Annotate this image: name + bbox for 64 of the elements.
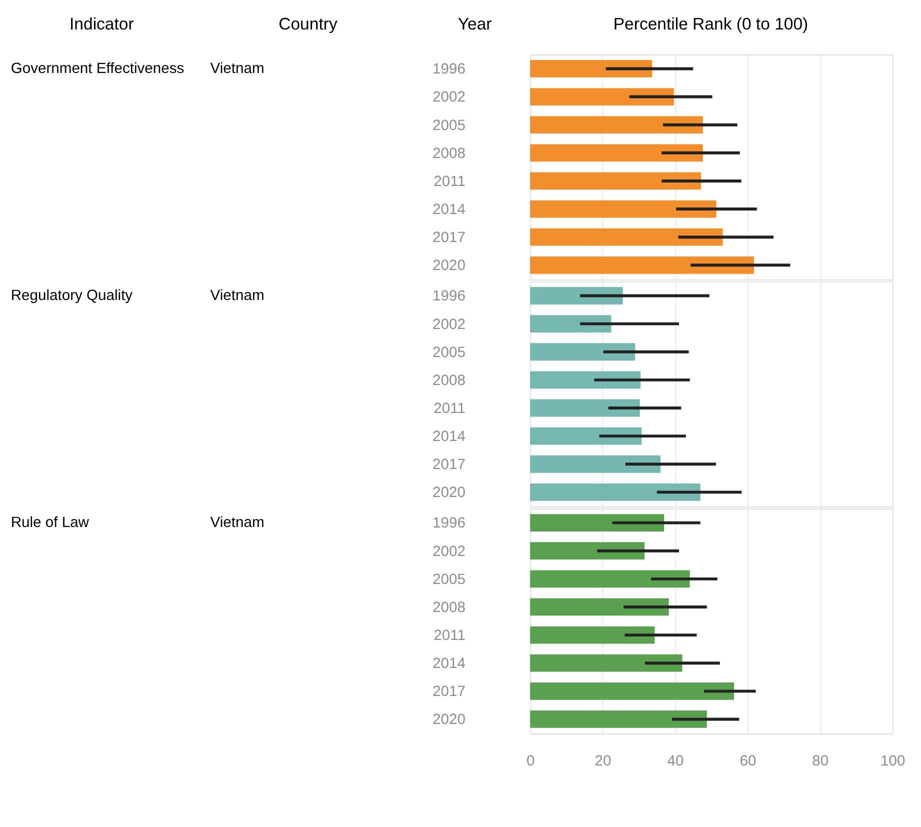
bar <box>530 483 700 501</box>
x-tick-label: 100 <box>880 754 906 770</box>
bar <box>530 172 702 190</box>
bar <box>530 455 661 473</box>
bar <box>530 654 682 672</box>
y-tick-label: 1996 <box>432 62 466 78</box>
bar <box>530 256 754 274</box>
text: Percentile Rank (0 to 100) <box>613 14 808 34</box>
y-tick-label: 2011 <box>434 174 466 190</box>
x-tick-label: 60 <box>740 754 756 770</box>
y-tick-label: 2008 <box>432 146 466 162</box>
y-tick-label: 2020 <box>432 712 466 728</box>
y-tick-label: 2014 <box>432 656 466 672</box>
y-tick-label: 2011 <box>434 400 466 417</box>
y-tick-label: 2005 <box>432 118 466 134</box>
bar <box>530 60 652 78</box>
text: Rule of Law <box>10 515 90 532</box>
bar <box>530 144 703 162</box>
y-tick-label: 2017 <box>432 230 466 246</box>
y-tick-label: 2002 <box>432 90 466 106</box>
text: Vietnam <box>210 61 264 78</box>
y-tick-label: 2017 <box>432 457 466 474</box>
y-tick-label: 2008 <box>432 600 466 616</box>
text: Government Effectiveness <box>10 61 184 78</box>
bar <box>530 514 664 532</box>
bar <box>530 116 703 134</box>
x-tick-label: 20 <box>594 754 612 770</box>
bar <box>530 228 723 246</box>
y-tick-label: 2014 <box>432 202 466 218</box>
y-tick-label: 2005 <box>432 344 466 361</box>
y-tick-label: 2005 <box>432 572 466 588</box>
bar <box>530 427 642 445</box>
x-tick-label: 0 <box>526 754 535 770</box>
y-tick-label: 2011 <box>434 628 466 644</box>
bar <box>530 88 674 106</box>
y-tick-label: 2014 <box>432 429 466 446</box>
x-tick-label: 40 <box>667 754 684 770</box>
text: Vietnam <box>210 288 264 304</box>
text: Year <box>458 14 492 34</box>
y-tick-label: 2020 <box>432 485 466 502</box>
bar <box>530 570 690 588</box>
bar <box>530 710 707 728</box>
text: Indicator <box>70 14 134 34</box>
y-tick-label: 2002 <box>432 316 466 333</box>
bar <box>530 682 734 700</box>
bar <box>530 542 645 560</box>
bar <box>530 399 640 417</box>
bar <box>530 598 669 616</box>
bar <box>530 371 641 389</box>
bar <box>530 287 623 304</box>
text: Country <box>278 14 338 34</box>
bar <box>530 315 612 333</box>
bar <box>530 200 716 218</box>
y-tick-label: 1996 <box>432 516 466 532</box>
text: Vietnam <box>210 515 264 532</box>
bar <box>530 626 655 644</box>
bar <box>530 343 636 361</box>
x-tick-label: 80 <box>812 754 829 770</box>
y-tick-label: 1996 <box>432 288 466 305</box>
y-tick-label: 2002 <box>432 544 466 560</box>
y-tick-label: 2020 <box>432 258 466 274</box>
text: Regulatory Quality <box>10 288 134 304</box>
y-tick-label: 2008 <box>432 372 466 389</box>
y-tick-label: 2017 <box>432 684 466 700</box>
